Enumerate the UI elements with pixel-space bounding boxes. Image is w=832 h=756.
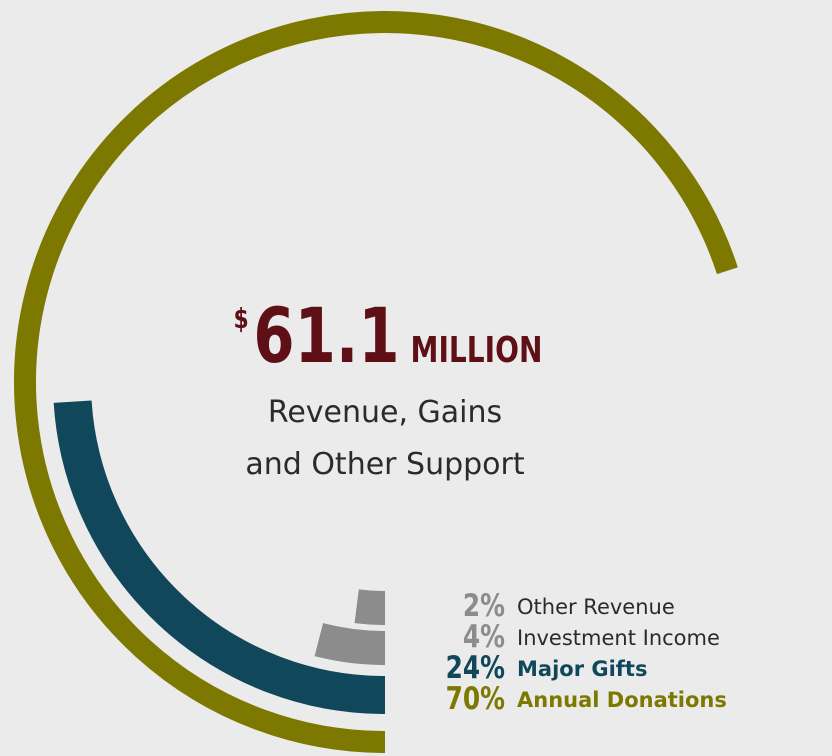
legend-label: Annual Donations bbox=[517, 688, 727, 712]
legend-label: Investment Income bbox=[517, 626, 720, 650]
headline: $61.1 MILLION bbox=[234, 293, 543, 381]
legend-value: 24% bbox=[446, 649, 505, 685]
headline-amount: 61.1 bbox=[253, 293, 399, 381]
legend-value: 4% bbox=[463, 618, 505, 654]
legend-value: 2% bbox=[463, 587, 505, 623]
legend-label: Other Revenue bbox=[517, 595, 675, 619]
subtitle-line: Revenue, Gains bbox=[268, 395, 502, 430]
legend-value-group: 4% bbox=[463, 618, 505, 654]
ring-arc bbox=[354, 589, 386, 625]
headline-unit: MILLION bbox=[411, 329, 543, 371]
legend: 2% Other Revenue 4% Investment Income 24% Maj… bbox=[446, 587, 727, 716]
rings bbox=[14, 11, 738, 753]
ring-arc bbox=[14, 11, 738, 753]
subtitle-line: and Other Support bbox=[245, 447, 525, 482]
ring-arc bbox=[53, 400, 386, 714]
ring-arc bbox=[314, 623, 386, 665]
legend-value-group: 2% bbox=[463, 587, 505, 623]
headline-group: $61.1 MILLION bbox=[234, 293, 543, 381]
legend-value-group: 70% bbox=[446, 680, 505, 716]
legend-value-group: 24% bbox=[446, 649, 505, 685]
legend-value: 70% bbox=[446, 680, 505, 716]
headline-currency: $ bbox=[234, 302, 249, 334]
legend-label: Major Gifts bbox=[517, 657, 647, 681]
